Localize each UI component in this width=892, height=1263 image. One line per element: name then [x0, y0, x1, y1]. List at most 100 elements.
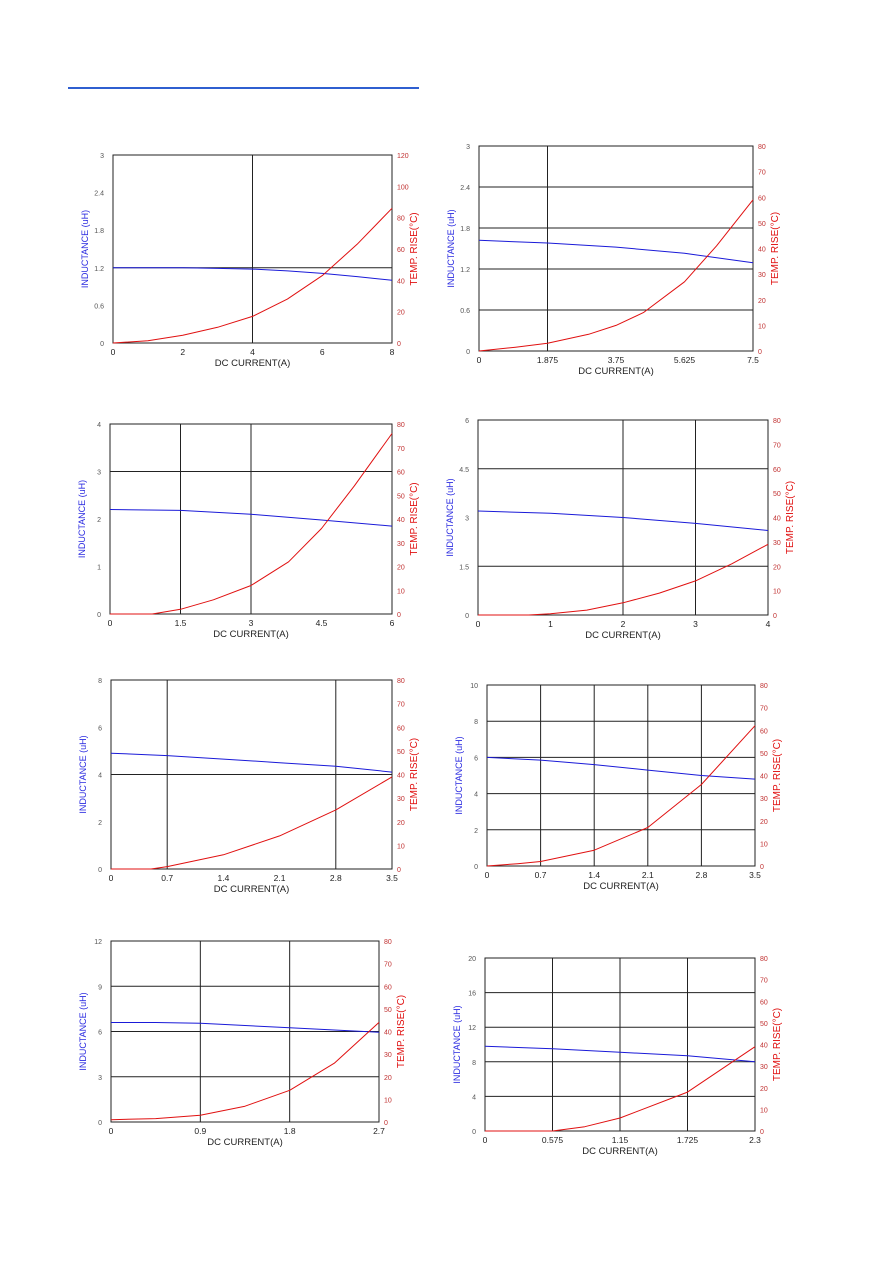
x-axis-label: DC CURRENT(A): [583, 881, 658, 892]
y2-tick-label: 0: [773, 613, 777, 620]
y2-tick-label: 40: [773, 516, 781, 523]
x-axis-label: DC CURRENT(A): [214, 884, 289, 895]
x-tick-label: 0.575: [542, 1135, 564, 1145]
y-tick-label: 6: [98, 725, 102, 732]
y-tick-label: 0: [97, 612, 101, 619]
x-tick-label: 3: [249, 618, 254, 628]
x-tick-label: 8: [390, 347, 395, 357]
y-axis-label: INDUCTANCE (uH): [452, 1005, 462, 1083]
y-tick-label: 6: [465, 418, 469, 425]
x-tick-label: 3.5: [386, 873, 398, 883]
chart-5: 0 0.7 1.4 2.1 2.8 3.50246801020304050607080DC…: [78, 678, 420, 895]
y2-tick-label: 40: [760, 1043, 768, 1050]
y-tick-label: 0: [466, 349, 470, 356]
x-tick-label: 0: [108, 618, 113, 628]
temp-rise-curve: [110, 433, 393, 615]
y2-tick-label: 0: [384, 1120, 388, 1127]
x-axis-label: DC CURRENT(A): [582, 1146, 657, 1157]
y2-tick-label: 80: [760, 683, 768, 690]
y2-tick-label: 40: [397, 278, 405, 285]
y2-tick-label: 50: [758, 221, 766, 228]
y2-tick-label: 30: [397, 796, 405, 803]
y-tick-label: 3: [466, 144, 470, 151]
inductance-curve: [477, 510, 769, 531]
y-tick-label: 10: [470, 683, 478, 690]
temp-rise-curve: [485, 1046, 756, 1132]
x-axis-label: DC CURRENT(A): [578, 366, 653, 377]
x-tick-label: 0: [477, 355, 482, 365]
y2-tick-label: 60: [758, 195, 766, 202]
y2-tick-label: 80: [397, 678, 405, 685]
y2-axis-label: TEMP. RISE(°C): [409, 212, 420, 285]
plot-frame: [484, 957, 756, 1132]
chart-2: 0 1.875 3.75 5.625 7.500.61.21.82.4301020304…: [446, 144, 781, 377]
y-tick-label: 12: [468, 1025, 476, 1032]
y-tick-label: 2: [98, 820, 102, 827]
y2-tick-label: 80: [758, 144, 766, 151]
y-tick-label: 0: [100, 341, 104, 348]
y2-tick-label: 0: [758, 349, 762, 356]
temp-rise-curve: [478, 543, 769, 616]
x-tick-label: 6: [320, 347, 325, 357]
y2-tick-label: 30: [760, 796, 768, 803]
chart-8: 0 0.575 1.15 1.725 2.30481216200102030405060…: [452, 956, 783, 1157]
inductance-curve: [484, 1045, 756, 1063]
y-tick-label: 0.6: [460, 308, 470, 315]
y2-tick-label: 50: [760, 1021, 768, 1028]
y2-tick-label: 70: [773, 442, 781, 449]
y-axis-label: INDUCTANCE (uH): [78, 992, 88, 1070]
plot-frame: [110, 679, 393, 870]
y2-tick-label: 80: [397, 216, 405, 223]
plot-frame: [477, 419, 769, 616]
y-tick-label: 3: [98, 1075, 102, 1082]
y2-tick-label: 120: [397, 153, 409, 160]
y2-tick-label: 70: [384, 962, 392, 969]
x-tick-label: 0.9: [194, 1126, 206, 1136]
x-tick-label: 0: [483, 1135, 488, 1145]
x-tick-label: 1.15: [612, 1135, 629, 1145]
inductance-curve: [486, 756, 756, 780]
x-tick-label: 1.4: [588, 870, 600, 880]
y2-tick-label: 0: [397, 867, 401, 874]
inductance-curve: [110, 752, 393, 773]
x-tick-label: 2.8: [330, 873, 342, 883]
x-tick-label: 2.1: [274, 873, 286, 883]
y2-tick-label: 80: [397, 422, 405, 429]
y-axis-label: INDUCTANCE (uH): [454, 736, 464, 814]
x-axis-label: DC CURRENT(A): [215, 358, 290, 369]
y2-tick-label: 10: [760, 841, 768, 848]
x-tick-label: 0: [109, 873, 114, 883]
y2-tick-label: 60: [384, 984, 392, 991]
y-tick-label: 9: [98, 984, 102, 991]
x-tick-label: 0.7: [161, 873, 173, 883]
x-axis-label: DC CURRENT(A): [207, 1137, 282, 1148]
plot-frame: [478, 145, 754, 352]
y2-tick-label: 20: [397, 310, 405, 317]
y-tick-label: 3: [465, 516, 469, 523]
y-tick-label: 6: [98, 1030, 102, 1037]
y-tick-label: 3: [97, 470, 101, 477]
x-tick-label: 0: [111, 347, 116, 357]
x-axis-label: DC CURRENT(A): [585, 630, 660, 641]
y-tick-label: 4.5: [459, 467, 469, 474]
y2-tick-label: 70: [760, 706, 768, 713]
y-tick-label: 1.2: [460, 267, 470, 274]
y2-tick-label: 70: [758, 170, 766, 177]
temp-rise-curve: [112, 207, 393, 344]
header-rule: [68, 87, 419, 89]
y2-tick-label: 10: [758, 323, 766, 330]
y2-tick-label: 0: [397, 612, 401, 619]
y-tick-label: 0: [465, 613, 469, 620]
y-tick-label: 12: [94, 939, 102, 946]
inductance-curve: [109, 509, 393, 527]
y-tick-label: 0.6: [94, 303, 104, 310]
y-tick-label: 0: [98, 1120, 102, 1127]
plot-frame: [112, 154, 393, 344]
x-tick-label: 2: [621, 619, 626, 629]
x-tick-label: 4: [250, 347, 255, 357]
x-tick-label: 6: [390, 618, 395, 628]
y2-tick-label: 20: [760, 1086, 768, 1093]
x-tick-label: 0: [476, 619, 481, 629]
x-tick-label: 2.3: [749, 1135, 761, 1145]
